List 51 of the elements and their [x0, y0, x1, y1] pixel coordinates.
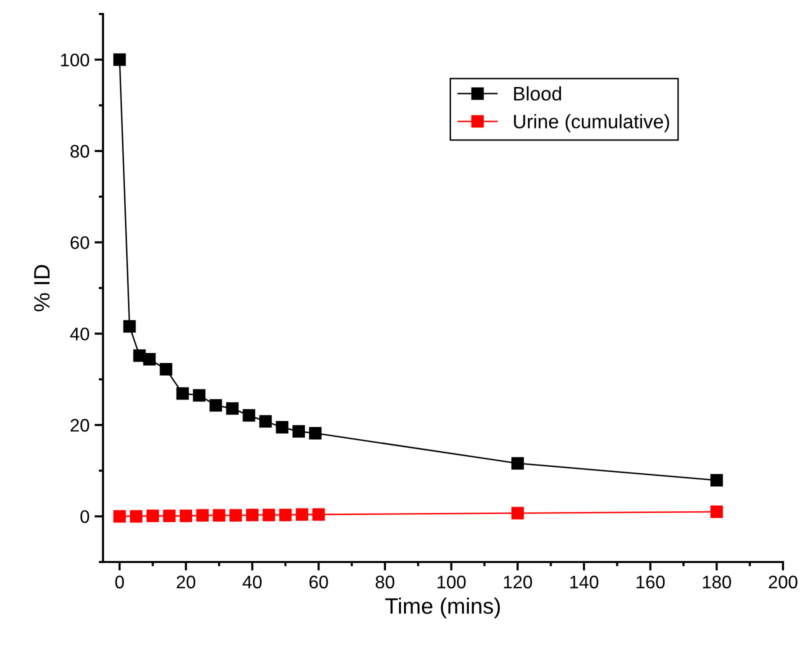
legend-label: Urine (cumulative)	[514, 114, 670, 132]
point	[210, 399, 222, 412]
point	[229, 509, 242, 522]
point	[226, 402, 239, 415]
point	[246, 508, 259, 522]
point	[262, 508, 276, 522]
legend-label: Blood	[514, 86, 562, 101]
y-tick-label: 20	[70, 418, 90, 432]
y-axis-title: % ID	[34, 264, 50, 312]
point	[130, 510, 142, 523]
point	[279, 508, 292, 522]
x-tick-label: 140	[570, 576, 598, 588]
point	[113, 53, 126, 66]
x-tick-label: 20	[176, 576, 196, 588]
point	[163, 510, 176, 522]
x-tick-label: 60	[309, 576, 328, 588]
x-tick-label: 100	[438, 576, 466, 588]
point	[309, 426, 322, 440]
y-tick-label: 100	[61, 54, 90, 66]
point	[312, 508, 325, 521]
x-tick-label: 80	[376, 576, 394, 588]
point	[296, 508, 308, 521]
point	[710, 474, 723, 487]
y-tick-label: 0	[80, 510, 90, 524]
point	[511, 457, 524, 470]
x-tick-label: 120	[504, 576, 532, 588]
y-tick-label: 80	[70, 144, 90, 158]
point	[146, 510, 160, 522]
y-tick-label: 40	[70, 328, 90, 340]
point	[196, 509, 209, 522]
point	[113, 510, 126, 523]
x-tick-label: 40	[242, 576, 262, 588]
point	[242, 409, 256, 422]
x-tick-label: 200	[768, 576, 798, 588]
point	[710, 506, 723, 518]
x-tick-label: 180	[702, 576, 732, 588]
point	[212, 509, 226, 522]
point	[192, 389, 206, 402]
point	[292, 425, 305, 438]
point	[511, 506, 524, 520]
y-tick-label: 60	[70, 236, 90, 250]
x-tick-label: 160	[636, 576, 665, 588]
point	[176, 387, 189, 400]
x-axis-title: Time (mins)	[385, 598, 500, 618]
point	[180, 510, 192, 522]
point	[160, 363, 172, 376]
point	[276, 421, 288, 434]
point	[123, 320, 136, 333]
point	[143, 352, 156, 366]
point	[259, 415, 272, 428]
x-tick-label: 0	[115, 576, 124, 588]
